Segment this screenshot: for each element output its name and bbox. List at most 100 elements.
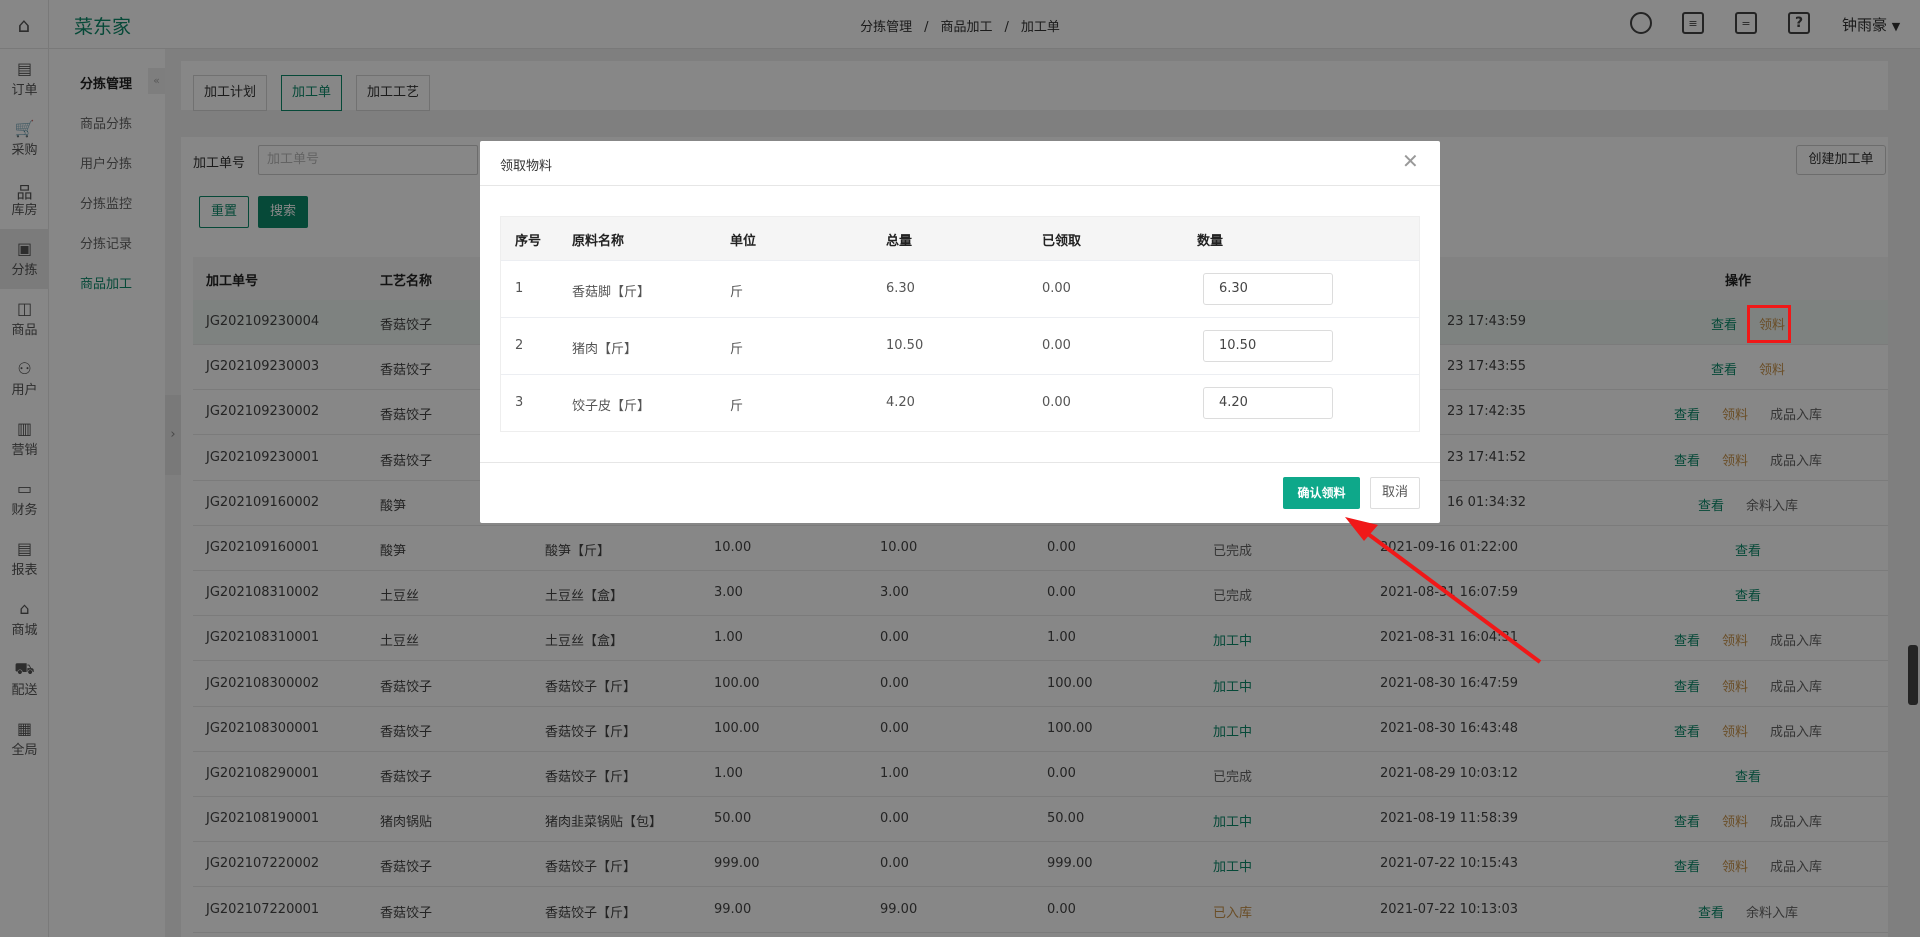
view-link[interactable]: 查看 [1710,363,1737,379]
rail-item[interactable]: ⚇ 用户 [0,349,49,409]
take-material-link[interactable]: 领料 [1759,363,1786,379]
expand-icon[interactable]: › [165,395,181,475]
cell-status: 已完成 [1213,589,1253,605]
view-link[interactable]: 查看 [1710,318,1737,333]
take-material-link[interactable]: 领料 [1721,679,1748,695]
scrollbar[interactable] [1908,645,1918,705]
cell-craft: 酸笋 [380,544,407,559]
quantity-input[interactable]: 10.50 [1203,330,1333,362]
view-link[interactable]: 查看 [1673,815,1700,831]
tab-order[interactable]: 加工单 [281,75,343,111]
rail-label: 财务 [11,503,38,518]
row-actions: 查看 领料 成品入库 [1633,630,1863,649]
help-icon[interactable]: ? [1788,12,1810,34]
view-link[interactable]: 查看 [1673,634,1700,650]
close-icon[interactable]: ✕ [1402,149,1419,173]
rail-item[interactable]: 🛒 采购 [0,109,49,169]
view-link[interactable]: 查看 [1734,544,1761,559]
rail-icon: ▤ [16,59,33,78]
material-row: 1 香菇脚【斤】 斤 6.30 0.00 6.30 [501,260,1419,317]
store-link[interactable]: 成品入库 [1770,634,1823,650]
rail-item[interactable]: ⛟ 配送 [0,649,49,709]
store-link[interactable]: 成品入库 [1770,860,1823,876]
rail-item[interactable]: ◫ 商品 [0,289,49,349]
cell-id: JG202107220002 [206,856,320,872]
rail-item[interactable]: ▤ 报表 [0,529,49,589]
user-name: 钟雨豪 [1842,16,1888,34]
search-button[interactable]: 搜索 [258,196,308,228]
message-icon[interactable]: = [1735,12,1757,34]
row-actions: 查看 领料 成品入库 [1633,856,1863,875]
home-icon[interactable]: ⌂ [0,0,49,49]
clipboard-icon[interactable]: ≡ [1682,12,1704,34]
create-order-button[interactable]: 创建加工单 [1796,145,1886,175]
tabs-bar: 加工计划 加工单 加工工艺 [181,61,1888,111]
cancel-button[interactable]: 取消 [1370,477,1420,509]
cell-b: 0.00 [880,811,909,827]
cell-product: 土豆丝【盒】 [545,589,624,605]
view-link[interactable]: 查看 [1673,724,1700,740]
store-link[interactable]: 余料入库 [1746,498,1799,514]
submenu-item[interactable]: 分拣记录 [80,237,133,252]
order-no-input[interactable]: 加工单号 [258,145,478,175]
cell-time: 2021-07-22 10:13:03 [1380,901,1519,917]
cell-b: 99.00 [880,901,918,917]
store-link[interactable]: 成品入库 [1770,453,1823,469]
rail-item[interactable]: ▣ 分拣 [0,229,49,289]
cell-time: 2021-08-19 11:58:39 [1380,811,1519,827]
cell-status: 加工中 [1213,679,1253,695]
submenu-item-active[interactable]: 商品加工 [80,277,133,292]
tab-plan[interactable]: 加工计划 [193,75,268,111]
store-link[interactable]: 余料入库 [1746,905,1799,921]
store-link[interactable]: 成品入库 [1770,408,1823,424]
take-material-link[interactable]: 领料 [1721,634,1748,650]
cell-id: JG202109160002 [206,494,320,510]
cell-id: JG202109160001 [206,540,320,555]
cell-status: 加工中 [1213,724,1253,740]
take-material-link[interactable]: 领料 [1721,724,1748,740]
reset-button[interactable]: 重置 [199,196,249,228]
collapse-icon[interactable]: « [148,68,165,94]
view-link[interactable]: 查看 [1697,498,1724,514]
rail-item[interactable]: ▭ 财务 [0,469,49,529]
take-material-link[interactable]: 领料 [1721,860,1748,876]
view-link[interactable]: 查看 [1734,589,1761,605]
view-link[interactable]: 查看 [1697,905,1724,921]
rail-icon: ▣ [16,239,33,258]
rail-item[interactable]: ▦ 全局 [0,709,49,769]
confirm-take-button[interactable]: 确认领料 [1283,477,1360,509]
rail-item[interactable]: ▤ 订单 [0,49,49,109]
view-link[interactable]: 查看 [1734,770,1761,785]
col-taken: 已领取 [1042,234,1082,249]
brand-logo: 菜东家 [74,16,132,38]
user-menu[interactable]: 钟雨豪 ▼ [1842,14,1900,35]
material-unit: 斤 [730,399,744,414]
view-link[interactable]: 查看 [1673,453,1700,469]
view-link[interactable]: 查看 [1673,860,1700,876]
cell-c: 100.00 [1047,720,1093,736]
quantity-input[interactable]: 4.20 [1203,387,1333,419]
take-material-link[interactable]: 领料 [1721,408,1748,424]
view-link[interactable]: 查看 [1673,408,1700,424]
refresh-icon[interactable] [1630,12,1652,34]
store-link[interactable]: 成品入库 [1770,679,1823,695]
tab-craft[interactable]: 加工工艺 [356,75,431,111]
take-material-link[interactable]: 领料 [1721,815,1748,831]
cell-product: 酸笋【斤】 [545,544,611,559]
store-link[interactable]: 成品入库 [1770,815,1823,831]
submenu-item[interactable]: 分拣监控 [80,197,133,212]
submenu-item[interactable]: 商品分拣 [80,117,133,132]
breadcrumb-item[interactable]: 分拣管理 [860,20,913,35]
take-material-link[interactable]: 领料 [1721,453,1748,469]
quantity-input[interactable]: 6.30 [1203,273,1333,305]
store-link[interactable]: 成品入库 [1770,724,1823,740]
breadcrumb-item[interactable]: 商品加工 [940,20,993,35]
submenu-item[interactable]: 用户分拣 [80,157,133,172]
view-link[interactable]: 查看 [1673,679,1700,695]
take-material-link[interactable]: 领料 [1759,318,1786,333]
rail-item[interactable]: ⌂ 商城 [0,589,49,649]
rail-item[interactable]: 品库房 [0,169,49,229]
cell-a: 99.00 [714,901,752,917]
rail-item[interactable]: ▥ 营销 [0,409,49,469]
material-unit: 斤 [730,342,744,357]
